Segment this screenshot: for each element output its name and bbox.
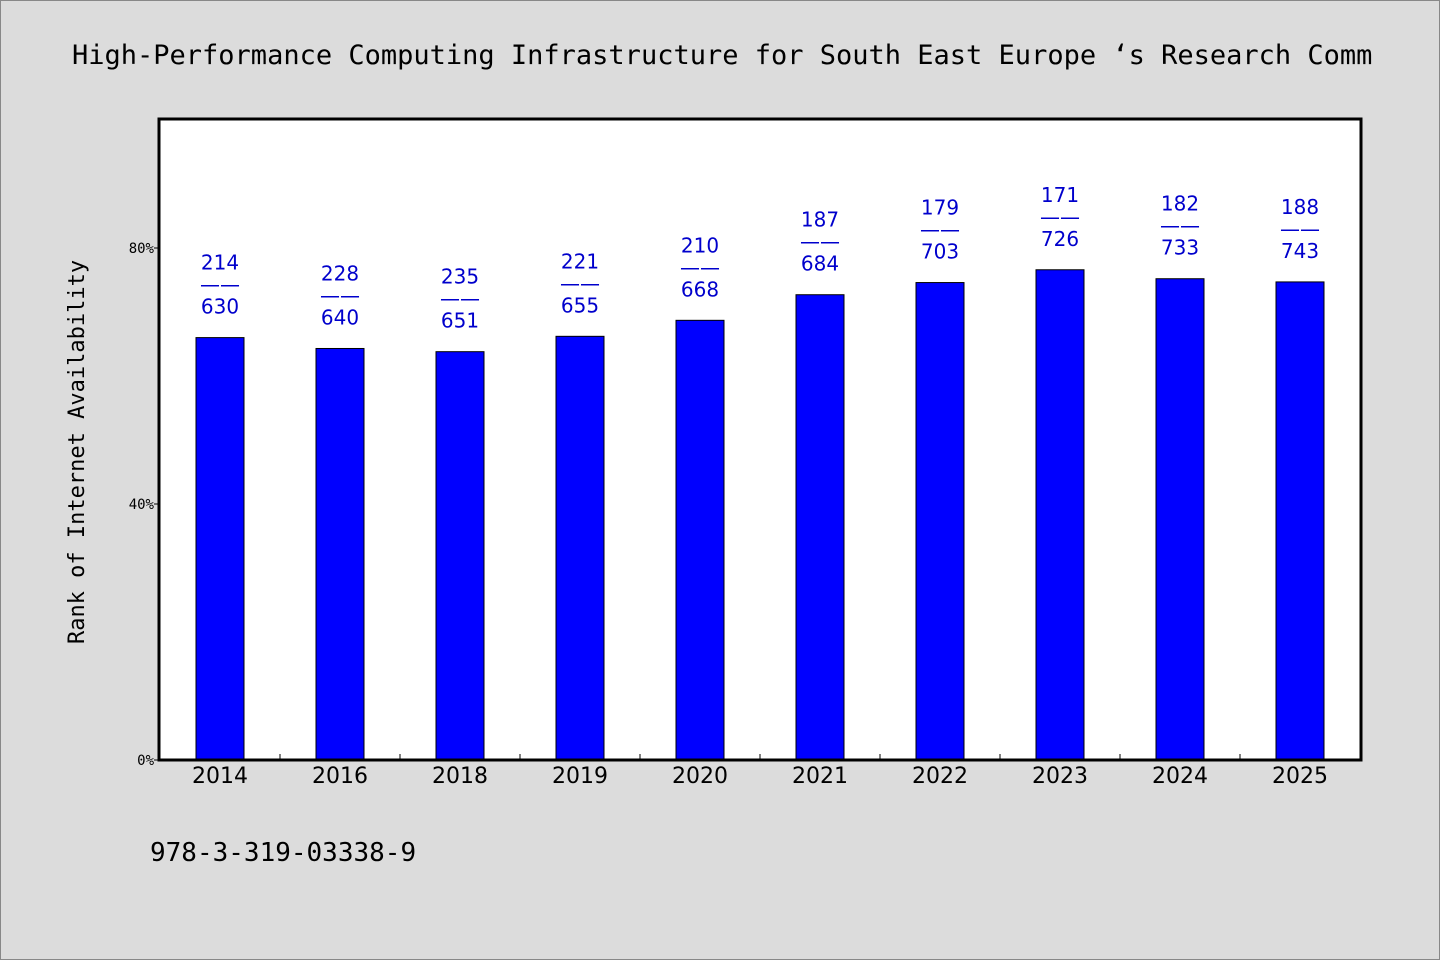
data-label-bottom: 655 (561, 293, 599, 317)
x-tick-label: 2018 (432, 764, 488, 789)
data-label-bottom: 703 (921, 240, 959, 264)
ticks-layer: 0% 40% 80% (129, 241, 1241, 769)
bar-2025 (1275, 281, 1325, 761)
data-label-separator: —— (680, 255, 720, 279)
bar-2018 (435, 351, 485, 761)
data-label-bottom: 640 (321, 305, 359, 329)
bar-2024 (1155, 278, 1205, 761)
y-axis-label: Rank of Internet Availability (65, 260, 90, 644)
data-label-top: 210 (681, 233, 719, 257)
data-label-separator: —— (1040, 205, 1080, 229)
data-label-top: 214 (201, 251, 239, 275)
chart-title: High-Performance Computing Infrastructur… (72, 40, 1372, 71)
bar-2014 (195, 337, 245, 761)
data-label-bottom: 726 (1041, 227, 1079, 251)
data-label-bottom: 651 (441, 309, 479, 333)
x-tick-label: 2024 (1152, 764, 1208, 789)
data-label-separator: —— (440, 287, 480, 311)
data-label-top: 235 (441, 265, 479, 289)
data-label-top: 188 (1281, 195, 1319, 219)
data-label-separator: —— (920, 218, 960, 242)
bars-layer (195, 269, 1325, 761)
data-label-top: 179 (921, 196, 959, 220)
data-label-top: 221 (561, 249, 599, 273)
data-label-bottom: 668 (681, 277, 719, 301)
data-label-separator: —— (1160, 214, 1200, 238)
bar-2019 (555, 335, 605, 761)
data-label-bottom: 743 (1281, 239, 1319, 263)
data-label-separator: —— (800, 230, 840, 254)
data-label-separator: —— (320, 283, 360, 307)
data-label-top: 228 (321, 261, 359, 285)
data-label-separator: —— (1280, 217, 1320, 241)
isbn-footnote: 978-3-319-03338-9 (150, 838, 417, 868)
y-tick-label: 40% (129, 497, 155, 513)
plot-border (157, 117, 1363, 762)
y-tick-label: 0% (137, 753, 154, 769)
bar-2021 (795, 294, 845, 761)
x-tick-label: 2014 (192, 764, 248, 789)
x-tick-label: 2020 (672, 764, 728, 789)
data-label-top: 171 (1041, 183, 1079, 207)
data-label-top: 187 (801, 208, 839, 232)
x-tick-label: 2019 (552, 764, 608, 789)
data-label-separator: —— (560, 271, 600, 295)
x-tick-label: 2023 (1032, 764, 1088, 789)
data-label-separator: —— (200, 273, 240, 297)
data-label-bottom: 733 (1161, 236, 1199, 260)
bar-2023 (1035, 269, 1085, 761)
bar-2016 (315, 347, 365, 761)
x-tick-label: 2022 (912, 764, 968, 789)
x-tick-label: 2016 (312, 764, 368, 789)
x-tick-label: 2025 (1272, 764, 1328, 789)
bar-2022 (915, 282, 965, 761)
data-label-top: 182 (1161, 192, 1199, 216)
data-label-bottom: 684 (801, 252, 839, 276)
bar-2020 (675, 319, 725, 761)
x-tick-label: 2021 (792, 764, 848, 789)
y-tick-label: 80% (129, 241, 155, 257)
labels-layer: 2014214——6302016228——6402018235——6512019… (192, 183, 1328, 789)
data-label-bottom: 630 (201, 295, 239, 319)
